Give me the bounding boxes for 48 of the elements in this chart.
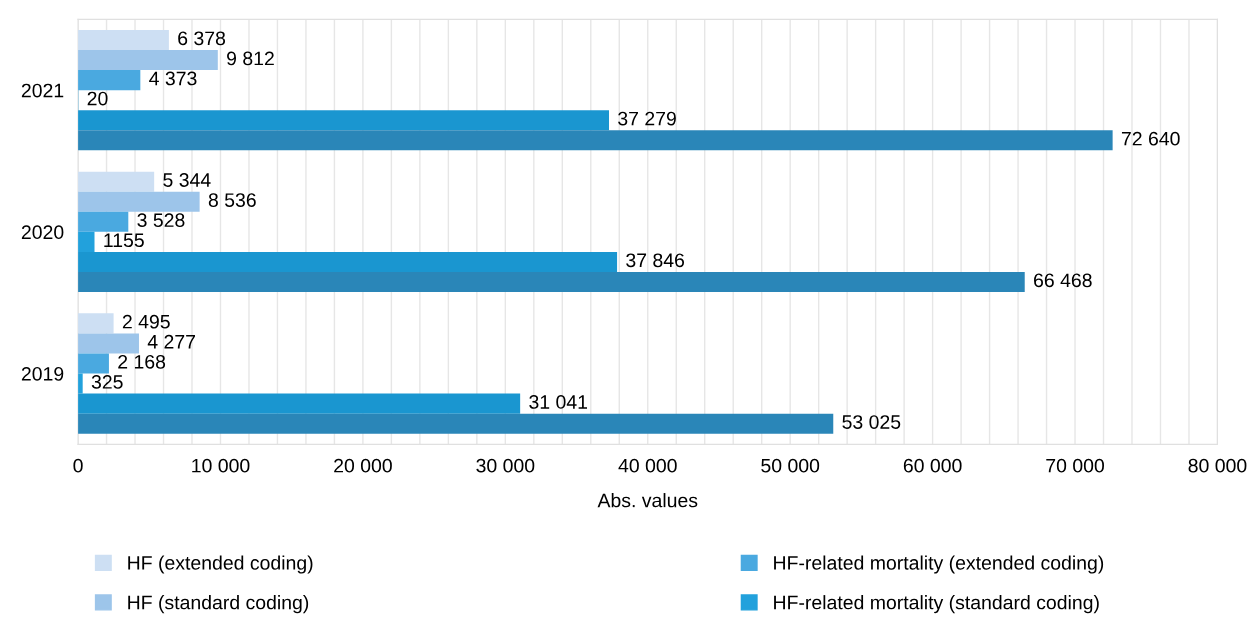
x-tick-label: 70 000: [1046, 458, 1105, 473]
x-tick-label: 40 000: [618, 458, 677, 473]
bar: [78, 413, 834, 434]
data-label: 72 640: [1121, 131, 1180, 146]
y-tick-label: 2019: [21, 366, 64, 381]
legend-label: HF (standard coding): [128, 595, 309, 614]
data-label: 20: [87, 91, 108, 106]
data-label: 66 468: [1034, 273, 1092, 288]
bar: [78, 191, 200, 212]
data-label: 5 344: [163, 173, 211, 187]
bar: [78, 353, 109, 374]
data-label: 4 373: [149, 71, 197, 86]
bar: [78, 271, 1025, 293]
bar: [78, 171, 155, 192]
data-label: 3 528: [137, 213, 185, 228]
legend-label: HF-related mortality (standard coding): [774, 595, 1099, 614]
data-label: 8 536: [208, 193, 256, 207]
data-label: 37 846: [626, 253, 685, 268]
y-tick-label: 2020: [21, 225, 64, 240]
data-label: 2 168: [118, 354, 166, 369]
legend-label: HF (extended coding): [128, 555, 313, 574]
x-tick-label: 60 000: [903, 458, 962, 473]
x-tick-label: 80 000: [1188, 458, 1247, 473]
bar: [78, 313, 114, 334]
x-tick-label: 10 000: [192, 458, 250, 473]
data-label: 1155: [104, 233, 144, 248]
x-axis-title: Abs. values: [597, 493, 698, 508]
bar: [78, 333, 139, 354]
data-label: 2 495: [122, 314, 170, 329]
bar: [78, 29, 169, 51]
y-tick-label: 2021: [21, 83, 64, 98]
data-label: 53 025: [842, 415, 901, 429]
bar: [78, 211, 129, 232]
x-tick-label: 30 000: [476, 458, 535, 473]
data-label: 6 378: [178, 31, 226, 46]
legend-label: HF-related mortality (extended coding): [774, 555, 1104, 574]
x-tick-label: 0: [73, 458, 83, 473]
data-label: 4 277: [147, 334, 195, 349]
bar: [78, 130, 1113, 151]
data-label: 9 812: [227, 51, 274, 66]
bar: [78, 50, 218, 71]
data-label: 31 041: [529, 395, 588, 409]
data-label: 325: [91, 375, 123, 389]
data-label: 37 279: [618, 111, 676, 126]
bar: [78, 70, 141, 91]
bar: [78, 110, 609, 131]
x-tick-label: 50 000: [761, 458, 820, 473]
x-tick-label: 20 000: [334, 458, 392, 473]
